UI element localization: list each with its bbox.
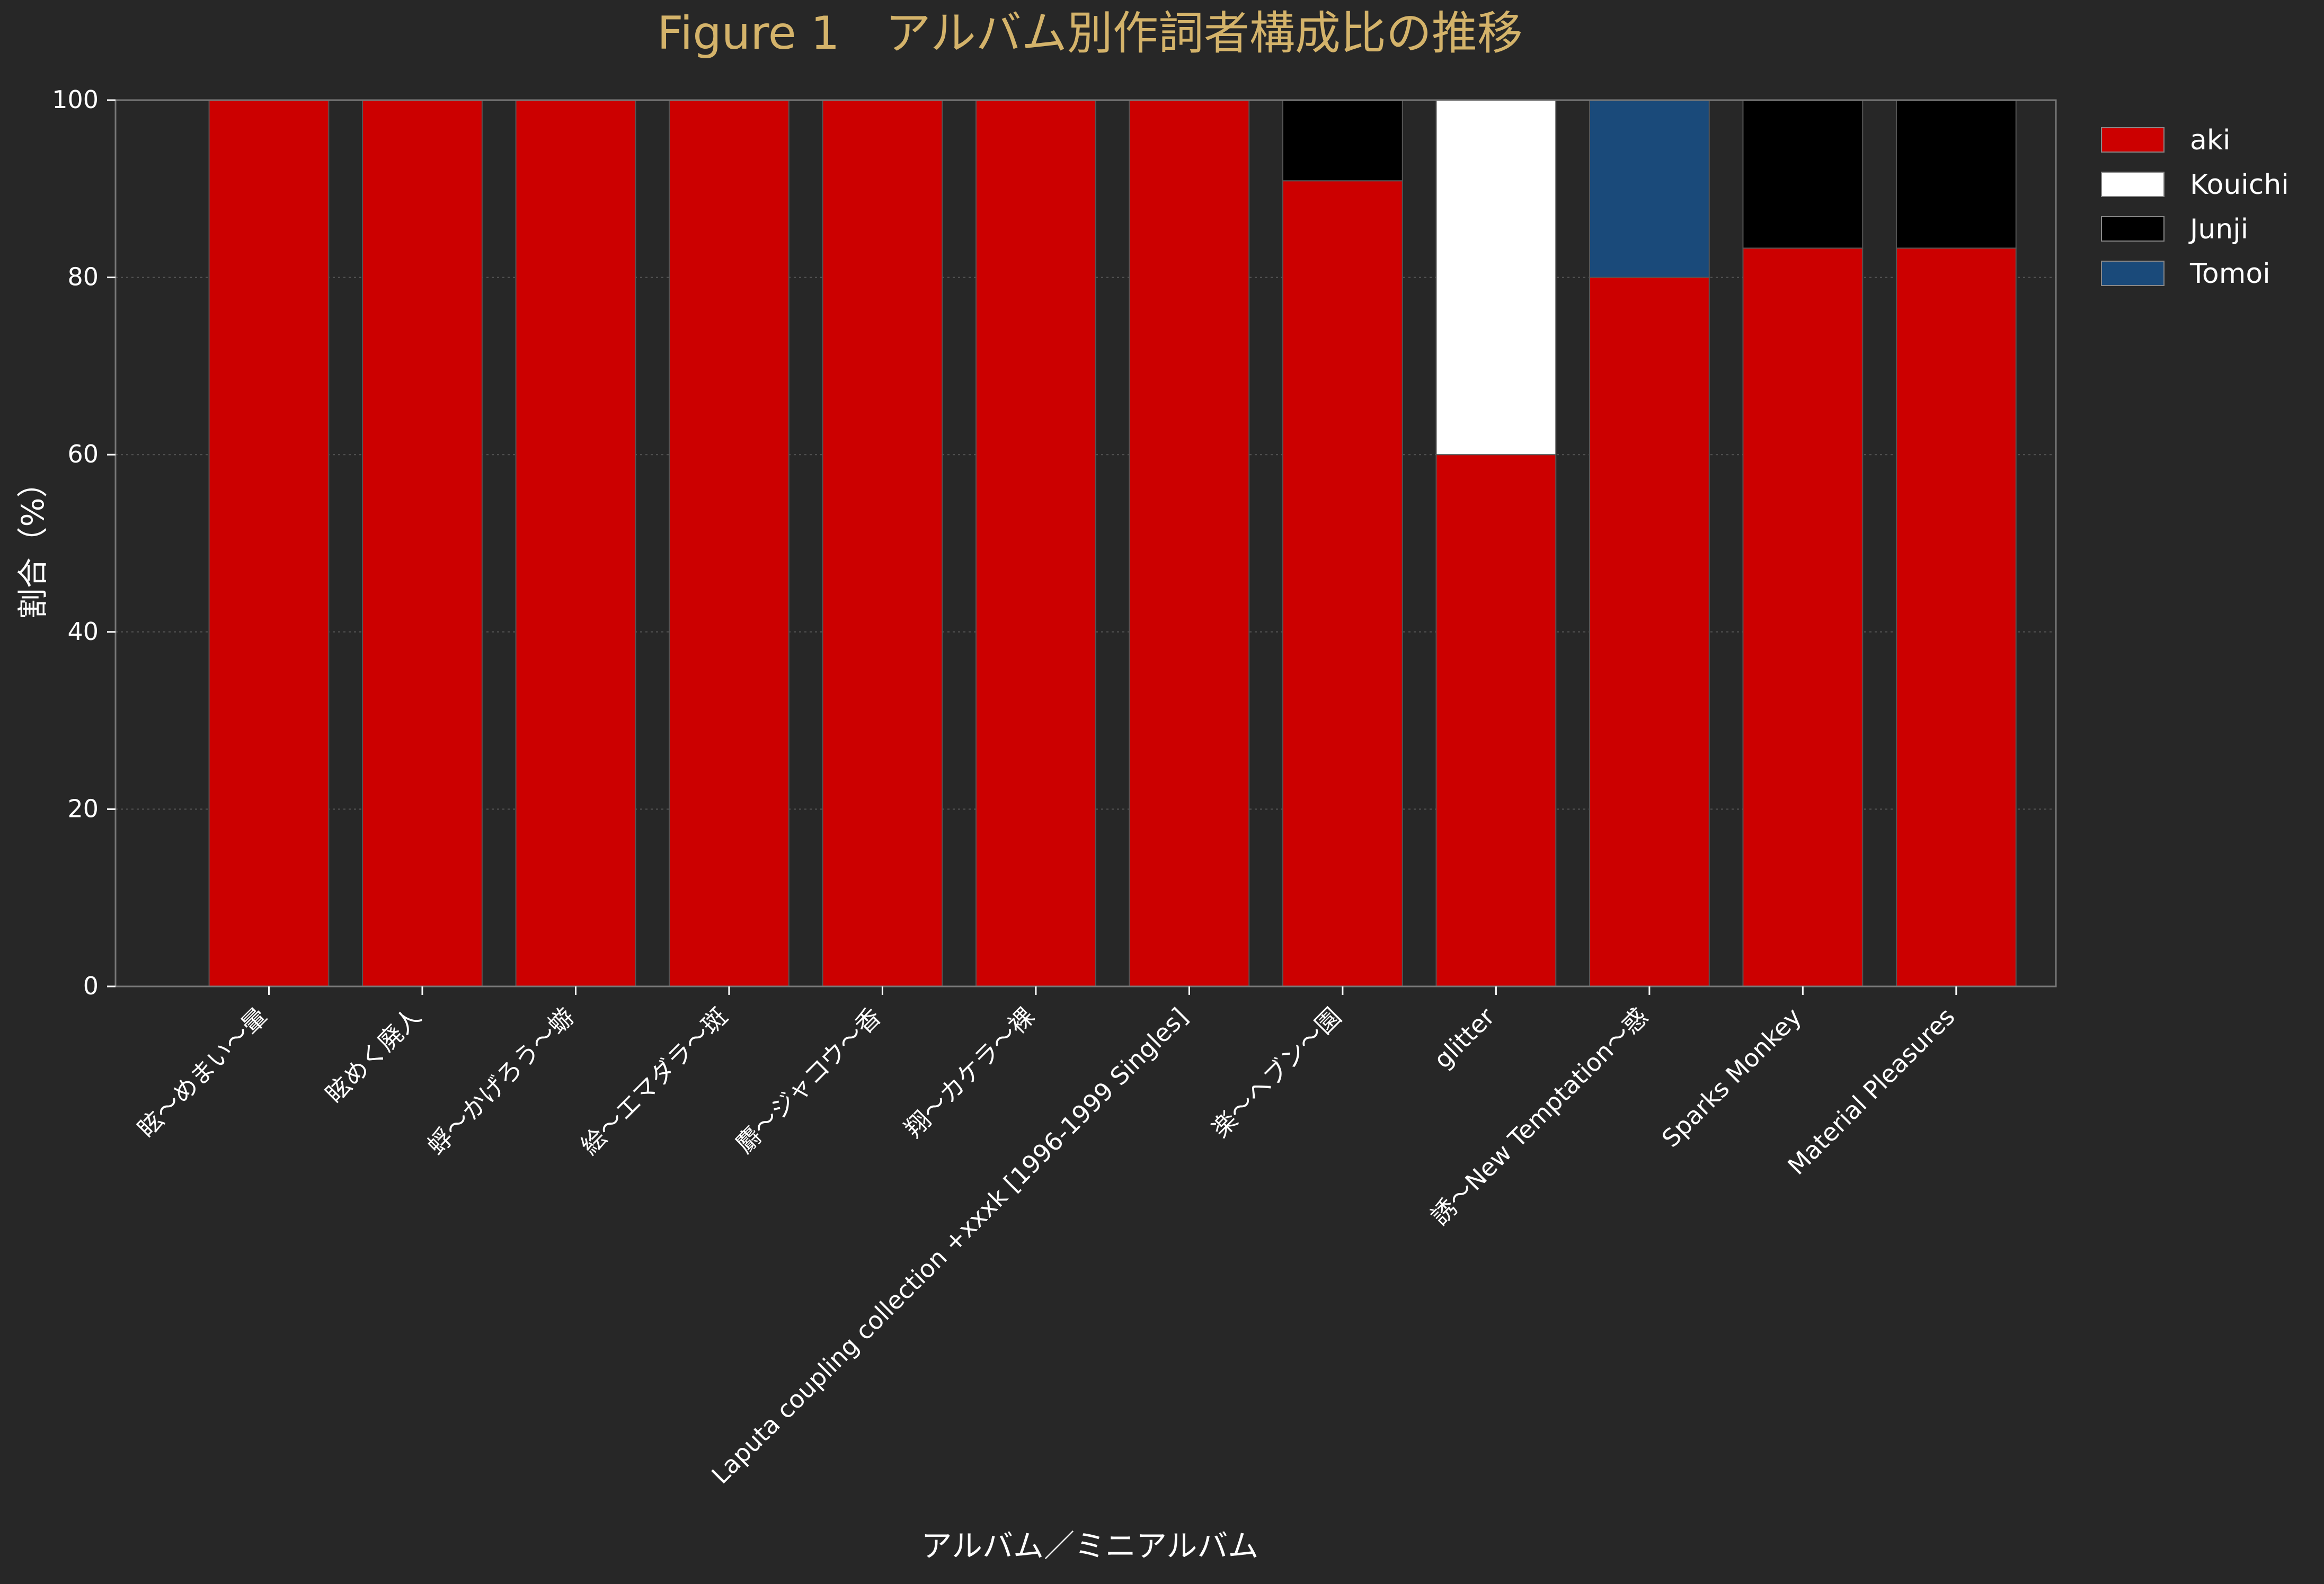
bar-segment-aki [1895, 247, 2017, 987]
x-tick-label: 蜉～かげろう～蝣 [422, 1002, 580, 1160]
bar-segment-kouichi [1435, 100, 1557, 456]
y-tick-label: 40 [67, 617, 99, 646]
x-tick-label: Material Pleasures [1782, 1002, 1960, 1180]
x-axis-label: アルバム／ミニアルバム [921, 1528, 1259, 1564]
bar-segment-aki [975, 100, 1096, 987]
bar-segment-aki [1435, 454, 1557, 987]
y-tick-label: 20 [67, 794, 99, 823]
bar-segment-aki [1129, 100, 1250, 987]
legend-swatch-kouichi [2101, 172, 2165, 197]
x-tick-label: 眩～めまい～暈 [132, 1002, 273, 1143]
x-tick-label: 翔～カケラ～裸 [899, 1002, 1040, 1143]
bar-segment-aki [1589, 277, 1710, 987]
bar-segment-junji [1282, 100, 1403, 182]
plot-frame [114, 99, 2057, 987]
x-tick-label: Sparks Monkey [1656, 1002, 1807, 1153]
bar-segment-aki [1282, 180, 1403, 987]
x-tick-label: 麝～ジャコウ～香 [730, 1002, 886, 1159]
bar-segment-junji [1742, 100, 1864, 249]
bar-segment-aki [208, 100, 330, 987]
x-tick-label: 楽～ヘブン～園 [1206, 1002, 1347, 1143]
legend-swatch-tomoi [2101, 261, 2165, 286]
bar-segment-aki [515, 100, 636, 987]
y-tick-label: 100 [52, 85, 99, 114]
x-tick-label: glitter [1428, 1002, 1500, 1074]
bar-segment-aki [362, 100, 483, 987]
legend-swatch-junji [2101, 216, 2165, 242]
legend-label-kouichi: Kouichi [2190, 169, 2289, 201]
y-tick-label: 60 [67, 440, 99, 468]
x-tick-label: 眩めく廃人 [320, 1002, 427, 1109]
legend-label-junji: Junji [2188, 213, 2248, 245]
x-tick-label: 絵～エマダラ～斑 [575, 1002, 733, 1160]
legend-label-aki: aki [2190, 124, 2230, 156]
legend-swatch-aki [2101, 127, 2165, 153]
legend-label-tomoi: Tomoi [2189, 258, 2270, 290]
bar-segment-aki [1742, 247, 1864, 987]
chart-title: Figure 1 アルバム別作詞者構成比の推移 [657, 7, 1523, 60]
bar-segment-aki [669, 100, 790, 987]
bar-segment-junji [1895, 100, 2017, 249]
bar-segment-aki [822, 100, 943, 987]
y-axis-label: 割合（%） [15, 467, 51, 619]
y-tick-label: 0 [83, 972, 99, 1000]
bar-segment-tomoi [1589, 100, 1710, 278]
y-tick-label: 80 [67, 263, 99, 291]
